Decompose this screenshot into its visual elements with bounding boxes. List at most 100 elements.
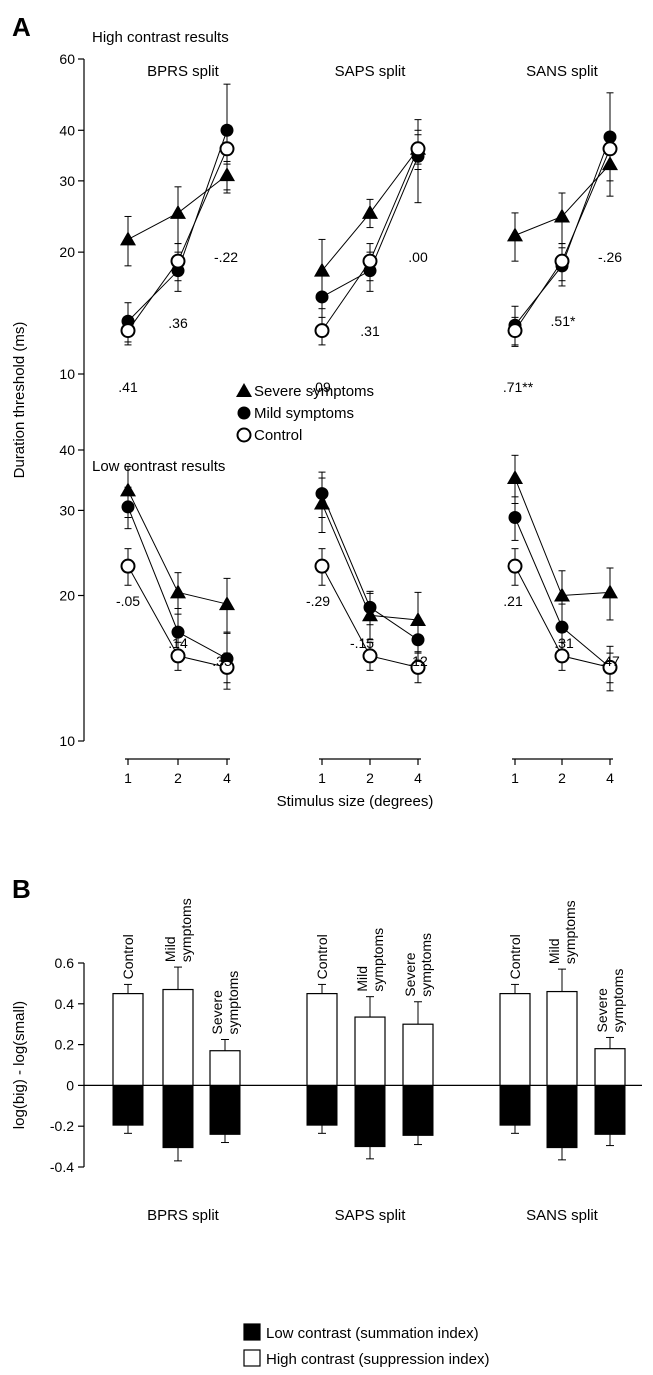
open-circle-marker bbox=[410, 659, 426, 675]
group-saps-split: SAPS split .09 .31 .00 bbox=[311, 63, 428, 395]
bar-label: Control bbox=[314, 934, 330, 979]
bar-label-line: symptoms bbox=[418, 933, 434, 997]
high-contrast-bar bbox=[402, 1023, 434, 1086]
filled-circle-marker bbox=[315, 290, 329, 304]
x-tick-label: 1 bbox=[318, 770, 326, 786]
correlation-annotation: .00 bbox=[408, 249, 428, 265]
bar-control: Control bbox=[499, 934, 531, 1134]
low-contrast-bar bbox=[354, 1084, 386, 1148]
panel-a-line-charts: Duration threshold (ms) 1 2 4 1 2 4 1 2 4 Stimulus… bbox=[11, 29, 622, 810]
correlation-annotation: -.26 bbox=[598, 249, 622, 265]
bar-label-text: Control bbox=[120, 934, 136, 979]
correlation-annotation: .71** bbox=[503, 379, 534, 395]
x-tick-label: 4 bbox=[223, 770, 231, 786]
y-tick-label: -0.4 bbox=[50, 1159, 74, 1175]
filled-circle-marker bbox=[363, 600, 377, 614]
bar-label: Mild symptoms bbox=[354, 928, 386, 992]
high-contrast-bar bbox=[209, 1050, 241, 1086]
high-contrast-bar bbox=[546, 990, 578, 1086]
legend-entry-high-contrast-suppression-index: High contrast (suppression index) bbox=[243, 1349, 489, 1368]
group-bprs-split: BPRS split .41 .36 -.22 bbox=[118, 63, 238, 395]
bar-label-line: symptoms bbox=[178, 898, 194, 962]
open-circle-marker bbox=[554, 253, 570, 269]
bar-label: Severe symptoms bbox=[209, 971, 241, 1035]
correlation-annotation: .36 bbox=[168, 315, 188, 331]
filled-circle-marker bbox=[603, 130, 617, 144]
triangle-marker bbox=[554, 587, 570, 602]
legend-swatch bbox=[243, 1323, 261, 1341]
y-tick-label: 40 bbox=[59, 442, 75, 458]
high-contrast-bar bbox=[354, 1016, 386, 1086]
open-circle-marker bbox=[602, 659, 618, 675]
triangle-marker bbox=[362, 204, 378, 219]
triangle-marker bbox=[170, 204, 186, 219]
bar-label-line: Mild bbox=[354, 966, 370, 992]
open-circle-marker bbox=[170, 253, 186, 269]
group-title: SANS split bbox=[526, 63, 599, 80]
correlation-annotation: -.15 bbox=[350, 635, 374, 651]
bar-control: Control bbox=[112, 934, 144, 1134]
group-title: SAPS split bbox=[335, 63, 407, 80]
triangle-marker bbox=[219, 596, 235, 611]
correlation-annotation: -.29 bbox=[306, 593, 330, 609]
bar-label-line: Severe bbox=[209, 990, 225, 1035]
correlation-annotation: .21 bbox=[503, 593, 523, 609]
x-tick-label: 4 bbox=[414, 770, 422, 786]
correlation-annotation: .14 bbox=[168, 635, 188, 651]
group-title: BPRS split bbox=[147, 1207, 220, 1224]
y-tick-label: 10 bbox=[59, 366, 75, 382]
triangle-marker bbox=[314, 495, 330, 510]
high-contrast-bar bbox=[499, 992, 531, 1086]
y-tick-label: 30 bbox=[59, 502, 75, 518]
y-tick-label: 0.2 bbox=[55, 1037, 75, 1053]
subplot-high-contrast-results: High contrast results 10 20 30 40 60 BPRS spli… bbox=[59, 29, 622, 395]
triangle-marker bbox=[554, 208, 570, 223]
correlation-annotation: .41 bbox=[118, 379, 138, 395]
low-contrast-bar bbox=[209, 1084, 241, 1135]
legend-entry-severe-symptoms: Severe symptoms bbox=[236, 383, 374, 400]
bar-label: Mild symptoms bbox=[546, 900, 578, 964]
low-contrast-bar bbox=[402, 1084, 434, 1136]
filled-circle-marker bbox=[315, 487, 329, 501]
bar-label: Severe symptoms bbox=[594, 969, 626, 1033]
bar-label-line: Mild bbox=[546, 938, 562, 964]
bar-label-line: symptoms bbox=[225, 971, 241, 1035]
subplot-low-contrast-results: Low contrast results10203040-.05.14.33-.… bbox=[59, 442, 620, 749]
legend-entry-low-contrast-summation-index: Low contrast (summation index) bbox=[243, 1323, 479, 1342]
correlation-annotation: .12 bbox=[408, 653, 428, 669]
y-tick-label: 0.6 bbox=[55, 955, 75, 971]
panel-letter-b: B bbox=[12, 874, 31, 904]
triangle-marker bbox=[410, 611, 426, 626]
correlation-annotation: .31 bbox=[360, 323, 380, 339]
open-circle-marker bbox=[362, 253, 378, 269]
filled-circle-marker bbox=[508, 511, 522, 525]
legend-swatch bbox=[243, 1349, 261, 1367]
y-tick-label: 0 bbox=[66, 1077, 74, 1093]
bar-label-line: symptoms bbox=[370, 928, 386, 992]
open-circle-marker bbox=[362, 648, 378, 664]
high-contrast-bar bbox=[306, 992, 338, 1086]
bar-label-line: symptoms bbox=[610, 969, 626, 1033]
x-tick-label: 2 bbox=[174, 770, 182, 786]
bar-label: Control bbox=[507, 934, 523, 979]
x-tick-label: 2 bbox=[366, 770, 374, 786]
y-tick-label: 60 bbox=[59, 51, 75, 67]
open-circle-marker bbox=[170, 648, 186, 664]
triangle-marker bbox=[219, 167, 235, 182]
bar-severe-symptoms: Severe symptoms bbox=[209, 971, 241, 1144]
low-contrast-bar bbox=[162, 1084, 194, 1149]
y-tick-label: 20 bbox=[59, 588, 75, 604]
high-contrast-bar bbox=[112, 992, 144, 1086]
y-axis-label-b: log(big) - log(small) bbox=[11, 1001, 28, 1129]
open-circle-marker bbox=[507, 558, 523, 574]
bar-mild-symptoms: Mild symptoms bbox=[354, 928, 386, 1160]
legend-a: Severe symptoms Mild symptoms Control bbox=[236, 383, 374, 444]
bar-severe-symptoms: Severe symptoms bbox=[402, 933, 434, 1146]
low-contrast-bar bbox=[594, 1084, 626, 1135]
correlation-annotation: -.05 bbox=[116, 593, 140, 609]
group-bprs-split: -.05 .14 .33 bbox=[116, 465, 235, 690]
x-tick-label: 4 bbox=[606, 770, 614, 786]
bar-label-line: Mild bbox=[162, 936, 178, 962]
